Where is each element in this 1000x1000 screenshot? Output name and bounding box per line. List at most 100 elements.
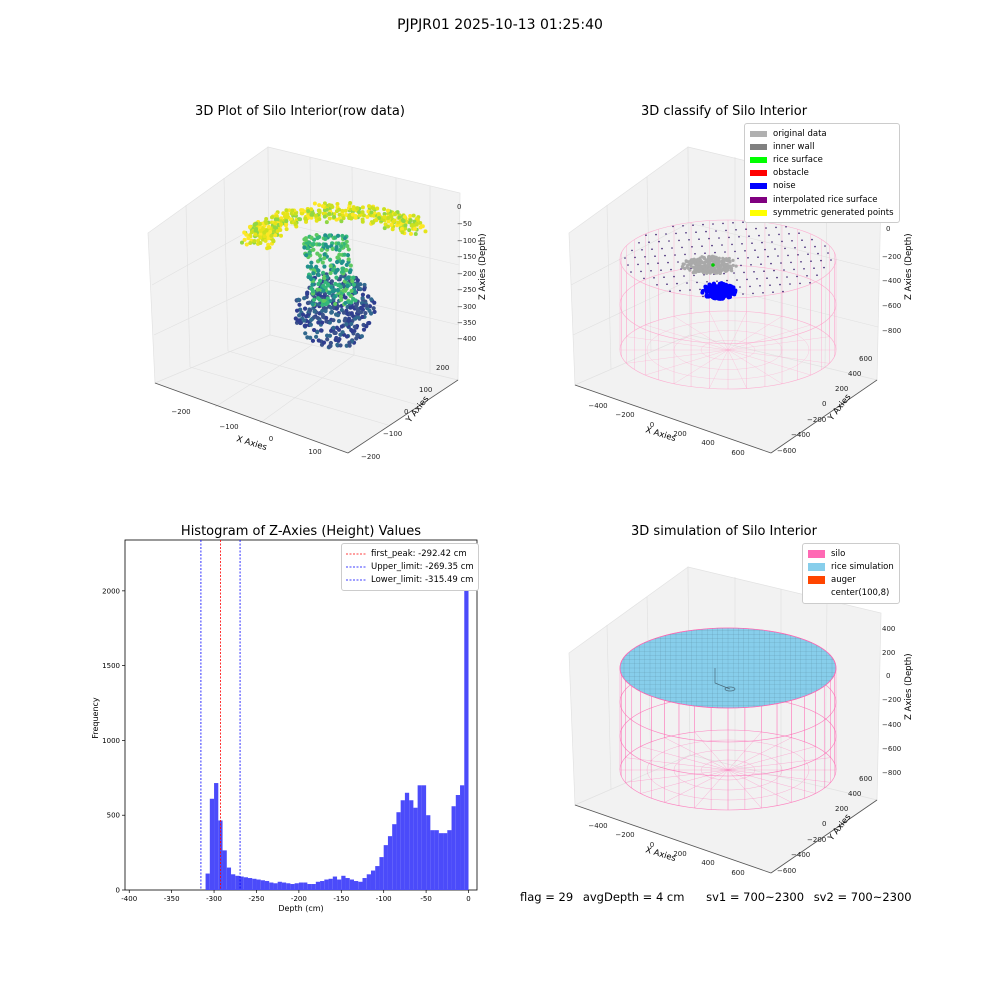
- legend-label: rice surface: [773, 154, 823, 165]
- classify-original-point: [701, 271, 706, 275]
- legend-label: silo: [831, 548, 846, 559]
- histogram-bar: [243, 877, 248, 890]
- classify-original-point: [697, 261, 701, 265]
- simulation-xtick: 200: [673, 850, 686, 858]
- raw-point: [249, 230, 254, 235]
- simulation-xtick: −400: [588, 822, 607, 830]
- raw-point: [274, 214, 279, 219]
- classify-interpolated-point: [777, 255, 779, 257]
- histogram-chart[interactable]: -400 -350 -300 -250 -200 -150 -100 -50 0 0 500 100…: [80, 530, 490, 920]
- raw-point: [312, 201, 317, 206]
- raw-ztick: −300: [457, 303, 476, 311]
- histogram-bar: [209, 798, 215, 890]
- raw-point: [334, 244, 339, 250]
- classify-ytick: 0: [822, 400, 826, 408]
- histogram-bar: [337, 879, 342, 890]
- classify-interpolated-point: [677, 261, 679, 263]
- raw-point: [337, 207, 342, 212]
- classify-original-point: [714, 255, 718, 259]
- classify-ztick: −400: [882, 277, 901, 285]
- raw-point: [411, 213, 416, 218]
- classify-noise-point: [721, 285, 726, 290]
- raw-point: [303, 331, 308, 336]
- raw-xtick: 100: [308, 448, 321, 456]
- raw-point: [325, 300, 330, 305]
- raw-ztick: −150: [457, 253, 476, 261]
- classify-interpolated-point: [754, 249, 756, 251]
- legend-swatch: [808, 562, 825, 571]
- raw-point: [316, 272, 321, 278]
- histogram-bar: [396, 812, 401, 890]
- raw-point: [339, 297, 344, 302]
- classify-legend: original data inner wall rice surface ob…: [744, 123, 900, 224]
- raw-point: [315, 235, 320, 241]
- classify-original-point: [683, 267, 687, 271]
- raw-point: [310, 282, 315, 287]
- raw-point: [329, 285, 334, 290]
- classify-interpolated-point: [785, 226, 787, 228]
- classify-interpolated-point: [830, 259, 832, 261]
- classify-interpolated-point: [762, 292, 764, 294]
- classify-interpolated-point: [708, 237, 710, 240]
- classify-interpolated-point: [699, 288, 701, 291]
- classify-original-point: [688, 262, 692, 266]
- classify-interpolated-point: [758, 234, 760, 237]
- raw-point: [358, 305, 364, 310]
- classify-interpolated-point: [724, 251, 726, 253]
- raw-point: [330, 246, 335, 251]
- histogram-bar: [345, 878, 350, 890]
- histogram-bar: [383, 845, 388, 890]
- classify-original-point: [721, 256, 725, 260]
- raw-point: [309, 215, 314, 220]
- classify-interpolated-point: [775, 226, 777, 229]
- raw-ztick: −400: [457, 335, 476, 343]
- classify-interpolated-point: [640, 270, 642, 273]
- classify-noise-point: [711, 281, 716, 286]
- classify-interpolated-point: [794, 247, 796, 249]
- classify-original-point: [706, 255, 711, 259]
- raw-point: [320, 312, 325, 317]
- histogram-bar: [226, 867, 232, 890]
- histogram-bar: [413, 807, 418, 890]
- classify-interpolated-point: [811, 238, 813, 241]
- raw-point: [316, 268, 321, 273]
- raw-point: [321, 288, 326, 293]
- histogram-bar: [362, 878, 367, 890]
- raw-point: [327, 320, 332, 325]
- raw-point: [382, 211, 387, 216]
- raw-point: [365, 294, 371, 299]
- classify-interpolated-point: [695, 231, 697, 233]
- simulation-xtick: −200: [615, 831, 634, 839]
- raw-point: [310, 289, 316, 294]
- raw-point: [376, 212, 381, 217]
- raw-point: [367, 308, 372, 313]
- raw-point: [360, 292, 366, 297]
- classify-silo-base-ring: [700, 340, 756, 360]
- raw-point: [272, 225, 277, 230]
- classify-noise-point: [716, 293, 721, 298]
- raw-point: [335, 255, 340, 260]
- classify-original-point: [699, 269, 703, 273]
- histogram-y-tick-label: 500: [107, 812, 120, 820]
- classify-interpolated-point: [742, 221, 744, 223]
- raw-point: [315, 287, 320, 292]
- classify-interpolated-point: [782, 290, 784, 293]
- histogram-bar: [252, 878, 257, 890]
- raw-point: [396, 220, 401, 225]
- histogram-bar: [370, 870, 376, 890]
- histogram-ylabel: Frequency: [91, 697, 100, 739]
- classify-interpolated-point: [757, 256, 759, 258]
- raw-point: [278, 228, 283, 233]
- classify-interpolated-point: [667, 261, 669, 264]
- histogram-bar: [324, 879, 329, 890]
- classify-original-point: [698, 256, 702, 260]
- raw-3d-plot[interactable]: −200 −100 0 100 −200 −100 0 100 200 0 −5…: [130, 135, 490, 465]
- classify-interpolated-point: [747, 257, 749, 259]
- raw-point: [317, 242, 322, 247]
- classify-interpolated-point: [721, 244, 723, 246]
- raw-point: [312, 315, 317, 320]
- raw-point: [423, 229, 428, 234]
- raw-xtick: 0: [269, 435, 273, 443]
- classify-interpolated-point: [631, 249, 633, 252]
- simulation-3d-plot[interactable]: −400 −200 0 200 400 600 −600 −400 −200 0…: [555, 555, 915, 885]
